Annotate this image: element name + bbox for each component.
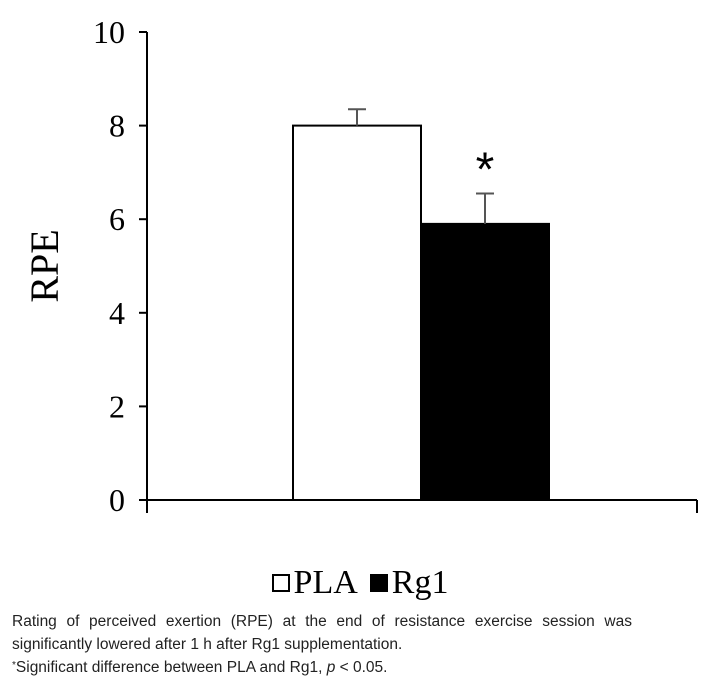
y-tick-label: 8 bbox=[109, 108, 125, 144]
rpe-bar-chart: 0 2 4 6 8 10 * RPE bbox=[22, 14, 698, 518]
bar-pla bbox=[292, 124, 422, 501]
legend: PLA Rg1 bbox=[0, 564, 720, 602]
footnote-p-symbol: p bbox=[326, 659, 336, 676]
x-axis bbox=[146, 499, 698, 513]
y-tick-label: 2 bbox=[109, 388, 125, 424]
caption-footnote: *Significant difference between PLA and … bbox=[12, 656, 632, 679]
footnote-end: < 0.05. bbox=[335, 659, 388, 676]
footnote-mark: * bbox=[12, 660, 16, 671]
bar-rg1 bbox=[420, 222, 550, 501]
legend-swatch-pla bbox=[271, 574, 290, 592]
legend-swatch-rg1 bbox=[369, 574, 388, 592]
legend-label-pla: PLA bbox=[293, 564, 358, 601]
y-tick-label: 6 bbox=[109, 201, 125, 237]
significance-mark-rg1: * bbox=[476, 143, 495, 196]
footnote-text: Significant difference between PLA and R… bbox=[15, 659, 327, 676]
figure-caption: Rating of perceived exertion (RPE) at th… bbox=[12, 610, 632, 679]
bars: * bbox=[292, 108, 550, 501]
y-axis: 0 2 4 6 8 10 bbox=[93, 14, 148, 518]
legend-item-pla: PLA bbox=[271, 564, 358, 602]
y-tick-label: 4 bbox=[109, 295, 125, 331]
y-axis-title: RPE bbox=[22, 229, 67, 302]
caption-text: Rating of perceived exertion (RPE) at th… bbox=[12, 613, 632, 653]
y-tick-label: 10 bbox=[93, 14, 125, 50]
y-tick-label: 0 bbox=[109, 482, 125, 518]
legend-item-rg1: Rg1 bbox=[369, 564, 449, 602]
legend-label-rg1: Rg1 bbox=[391, 564, 449, 601]
